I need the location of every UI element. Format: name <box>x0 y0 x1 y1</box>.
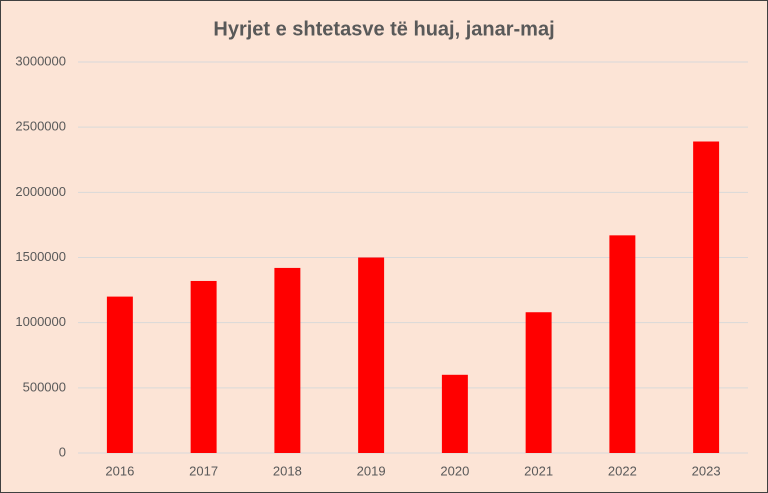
y-tick-label: 1000000 <box>15 314 66 329</box>
y-tick-label: 1500000 <box>15 249 66 264</box>
x-tick-label: 2021 <box>524 463 553 478</box>
bar <box>441 374 468 453</box>
bar <box>525 312 552 453</box>
chart-title: Hyrjet e shtetasve të huaj, janar-maj <box>213 18 554 40</box>
y-tick-label: 2500000 <box>15 119 66 134</box>
x-tick-label: 2016 <box>105 463 134 478</box>
y-tick-label: 2000000 <box>15 184 66 199</box>
bar <box>358 257 385 453</box>
x-tick-label: 2023 <box>692 463 721 478</box>
y-tick-label: 500000 <box>23 379 66 394</box>
bar <box>693 141 720 453</box>
bar <box>190 280 217 453</box>
x-tick-label: 2020 <box>440 463 469 478</box>
x-tick-label: 2019 <box>357 463 386 478</box>
bar <box>609 235 636 453</box>
x-tick-label: 2022 <box>608 463 637 478</box>
bar <box>106 296 133 453</box>
y-tick-label: 0 <box>59 444 66 459</box>
bar <box>274 267 301 453</box>
x-tick-label: 2018 <box>273 463 302 478</box>
x-tick-label: 2017 <box>189 463 218 478</box>
y-tick-label: 3000000 <box>15 53 66 68</box>
